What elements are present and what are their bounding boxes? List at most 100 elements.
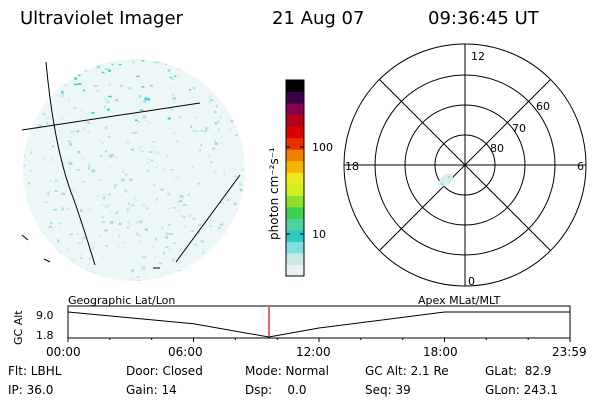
uv-speckle: [214, 140, 216, 143]
uv-speckle: [139, 208, 143, 212]
uv-speckle: [82, 128, 86, 131]
uv-speckle: [119, 84, 123, 88]
uv-speckle: [43, 138, 46, 141]
uv-speckle: [173, 207, 176, 209]
uv-speckle: [191, 70, 194, 73]
uv-speckle: [152, 141, 156, 143]
uv-speckle: [219, 202, 223, 204]
uv-speckle: [87, 162, 92, 165]
uv-speckle: [183, 204, 187, 206]
color-bar-segment: [286, 218, 304, 231]
uv-speckle: [232, 91, 236, 94]
uv-speckle: [195, 116, 198, 119]
uv-speckle: [118, 194, 122, 196]
timeline-left-title: Geographic Lat/Lon: [68, 294, 175, 307]
uv-speckle: [66, 280, 70, 281]
uv-speckle: [103, 105, 106, 108]
uv-speckle: [72, 130, 75, 133]
uv-speckle: [23, 164, 25, 167]
status-glat: GLat: 82.9: [485, 364, 552, 378]
uv-speckle: [124, 188, 127, 192]
uv-speckle: [200, 261, 202, 264]
uv-speckle: [58, 222, 61, 225]
uv-speckle: [25, 130, 29, 134]
uv-speckle: [241, 109, 245, 112]
uv-speckle: [230, 265, 233, 269]
uv-speckle: [213, 134, 217, 136]
uv-speckle: [241, 131, 244, 135]
uv-speckle: [209, 220, 212, 223]
uv-speckle: [139, 241, 141, 244]
uv-speckle: [60, 94, 63, 97]
timeline-x-ticks: [67, 338, 571, 342]
status-seq: Seq: 39: [365, 383, 411, 397]
uv-speckle: [208, 100, 211, 104]
gc-altitude-curve: [67, 311, 570, 338]
uv-speckle: [220, 249, 225, 253]
uv-speckle: [24, 81, 28, 84]
uv-speckle: [118, 64, 122, 66]
uv-speckle: [122, 233, 125, 236]
status-dsp: Dsp: 0.0: [245, 383, 307, 397]
uv-speckle: [188, 66, 191, 69]
color-bar: 100 10 photon cm⁻²s⁻¹: [267, 79, 333, 277]
uv-speckle: [57, 258, 61, 261]
mlt-label-12: 12: [471, 50, 485, 63]
uv-speckle: [109, 123, 112, 126]
uv-speckle: [171, 108, 174, 111]
uv-speckle: [190, 67, 194, 70]
uv-speckle: [211, 220, 216, 222]
uv-speckle: [101, 216, 104, 219]
uv-speckle: [145, 207, 149, 210]
uv-speckle: [46, 116, 51, 120]
uv-speckle: [220, 135, 223, 138]
uv-speckle: [214, 66, 217, 69]
uv-speckle: [110, 257, 113, 260]
uv-speckle: [134, 214, 137, 217]
uv-speckle: [243, 238, 245, 242]
uv-speckle: [104, 97, 108, 100]
uv-speckle: [117, 245, 121, 248]
uv-speckle: [140, 150, 145, 152]
uv-speckle: [144, 279, 148, 281]
uv-speckle: [79, 176, 83, 179]
uv-speckle: [37, 194, 42, 198]
uv-speckle: [131, 204, 135, 206]
uv-speckle: [64, 77, 67, 79]
uv-speckle: [228, 128, 232, 131]
uv-speckle: [25, 130, 28, 133]
mlt-label-0: 0: [468, 275, 475, 288]
uv-speckle: [78, 74, 81, 76]
uv-speckle: [200, 130, 204, 132]
uv-speckle: [86, 121, 89, 124]
uv-speckle: [140, 135, 143, 138]
uv-speckle: [29, 239, 33, 242]
uv-speckle: [141, 86, 145, 88]
uv-speckle: [155, 198, 158, 201]
uv-speckle: [91, 276, 94, 280]
uv-speckle: [196, 72, 199, 75]
uv-speckle: [202, 251, 205, 254]
uv-speckle: [127, 207, 130, 211]
uv-speckle: [24, 154, 26, 158]
uv-speckle: [242, 83, 245, 85]
uv-speckle: [131, 132, 136, 134]
uv-speckle: [30, 251, 34, 254]
uv-speckle: [78, 253, 82, 256]
uv-speckle: [219, 216, 223, 219]
uv-speckle: [32, 267, 34, 270]
uv-speckle: [242, 60, 245, 63]
uv-speckle: [31, 105, 33, 108]
uv-speckle: [231, 261, 234, 265]
uv-speckle: [220, 221, 225, 223]
uv-speckle: [226, 70, 230, 73]
uv-speckle: [66, 206, 70, 209]
uv-speckle: [102, 134, 105, 136]
uv-speckle: [232, 258, 235, 261]
uv-speckle: [235, 247, 239, 251]
uv-speckle: [104, 150, 108, 153]
uv-speckle: [207, 95, 211, 98]
uv-speckle: [167, 69, 171, 72]
uv-speckle: [57, 239, 60, 243]
status-ip: IP: 36.0: [8, 383, 54, 397]
